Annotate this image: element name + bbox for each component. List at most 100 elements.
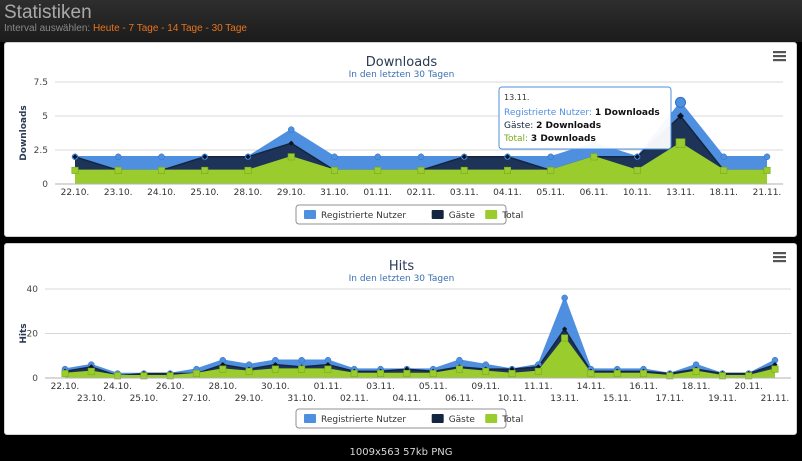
series-registered-legend-item[interactable]: Registrierte Nutzer bbox=[304, 414, 406, 425]
tooltip-row: Total: 3 Downloads bbox=[503, 134, 596, 144]
chart-menu-icon[interactable] bbox=[773, 252, 786, 263]
data-point-registered bbox=[675, 96, 686, 108]
data-point-total bbox=[271, 365, 279, 373]
data-point-guests bbox=[202, 154, 208, 160]
legend-swatch bbox=[485, 210, 498, 219]
menu-bar bbox=[773, 256, 786, 259]
interval-option-heute[interactable]: Heute bbox=[92, 23, 120, 34]
legend-box bbox=[295, 204, 507, 225]
chart-title: Hits bbox=[389, 259, 414, 274]
data-point-guests bbox=[288, 140, 294, 146]
chart-subtitle: In den letzten 30 Tagen bbox=[349, 274, 455, 284]
data-point-total bbox=[87, 367, 95, 375]
menu-bar bbox=[773, 59, 786, 62]
y-tick-label: 2.5 bbox=[34, 146, 48, 156]
data-point-registered bbox=[763, 153, 771, 161]
legend-label: Total bbox=[501, 211, 523, 221]
series-registered-line bbox=[64, 295, 776, 375]
interval-option-30-tage[interactable]: 30 Tage bbox=[211, 23, 247, 34]
legend-swatch bbox=[431, 414, 444, 423]
tooltip-row-value: 1 Downloads bbox=[595, 108, 660, 118]
x-tick-label: 18.11. bbox=[682, 382, 711, 392]
x-tick-label: 31.10. bbox=[287, 394, 316, 404]
data-point-total bbox=[720, 166, 728, 174]
series-total-legend-item[interactable]: Total bbox=[485, 414, 523, 425]
interval-separator: - bbox=[202, 23, 212, 34]
y-axis-label: Hits bbox=[19, 323, 29, 343]
x-tick-label: 23.10. bbox=[104, 188, 133, 198]
x-tick-label: 13.11. bbox=[666, 188, 695, 198]
data-point-guests bbox=[88, 364, 94, 370]
series-registered-legend-item[interactable]: Registrierte Nutzer bbox=[304, 210, 406, 221]
data-point-total bbox=[201, 166, 209, 174]
y-tick-label: 40 bbox=[27, 285, 39, 295]
series-total-legend-item[interactable]: Total bbox=[485, 210, 523, 221]
data-point-total bbox=[350, 370, 358, 378]
data-point-total bbox=[633, 166, 641, 174]
x-tick-label: 27.10. bbox=[182, 394, 211, 404]
interval-label: Interval auswählen: bbox=[4, 23, 91, 34]
data-point-total bbox=[114, 372, 122, 380]
data-point-registered bbox=[561, 294, 568, 302]
x-tick-label: 09.11. bbox=[471, 382, 500, 392]
menu-bar bbox=[773, 260, 786, 263]
tooltip-row-label: Registrierte Nutzer: bbox=[504, 108, 595, 118]
menu-bar bbox=[773, 51, 786, 54]
y-tick-label: 0 bbox=[42, 180, 48, 190]
x-tick-label: 06.11. bbox=[580, 188, 609, 198]
data-point-total bbox=[287, 153, 295, 161]
chart-tooltip: 13.11. Registrierte Nutzer: 1 Downloads Gä… bbox=[498, 86, 672, 150]
series-guests-legend-item[interactable]: Gäste bbox=[431, 414, 476, 425]
x-tick-label: 10.11. bbox=[623, 188, 652, 198]
data-point-total bbox=[745, 372, 753, 380]
interval-option-14-tage[interactable]: 14 Tage bbox=[167, 23, 203, 34]
x-tick-label: 24.10. bbox=[103, 382, 132, 392]
x-tick-label: 30.10. bbox=[261, 382, 290, 392]
data-point-total bbox=[534, 367, 542, 375]
legend-label: Gäste bbox=[449, 211, 476, 221]
menu-bar bbox=[773, 55, 786, 58]
x-tick-label: 11.11. bbox=[524, 382, 553, 392]
x-tick-label: 02.11. bbox=[407, 188, 436, 198]
data-point-total bbox=[675, 138, 686, 148]
data-point-guests bbox=[504, 154, 511, 160]
y-tick-label: 7.5 bbox=[34, 78, 48, 88]
x-tick-label: 04.11. bbox=[493, 188, 522, 198]
legend-swatch bbox=[304, 210, 316, 219]
x-tick-label: 03.11. bbox=[450, 188, 479, 198]
chart-menu-icon[interactable] bbox=[773, 51, 786, 62]
data-point-total bbox=[561, 334, 569, 342]
y-axis-label: Downloads bbox=[19, 105, 29, 161]
data-point-total bbox=[403, 370, 411, 378]
series-total-area bbox=[65, 337, 775, 378]
data-point-guests bbox=[535, 364, 541, 370]
chart-legend: Registrierte Nutzer Gäste Total bbox=[295, 204, 523, 225]
data-point-total bbox=[508, 370, 516, 378]
x-tick-label: 01.11. bbox=[363, 188, 392, 198]
data-point-registered bbox=[374, 153, 381, 161]
data-point-total bbox=[374, 166, 382, 174]
x-tick-label: 10.11. bbox=[498, 394, 527, 404]
data-point-registered bbox=[547, 153, 554, 161]
series-registered-area bbox=[65, 297, 775, 378]
data-point-registered bbox=[115, 153, 122, 161]
data-point-total bbox=[140, 372, 148, 380]
x-tick-label: 03.11. bbox=[366, 382, 395, 392]
series-guests-legend-item[interactable]: Gäste bbox=[431, 210, 476, 221]
data-point-total bbox=[244, 166, 252, 174]
x-tick-label: 24.10. bbox=[147, 188, 176, 198]
hits-chart-panel: Hits In den letzten 30 Tagen 0 20 40 Hits 22.1… bbox=[4, 243, 797, 435]
data-point-total bbox=[547, 166, 555, 174]
tooltip-row-value: 3 Downloads bbox=[531, 134, 596, 144]
x-tick-label: 25.10. bbox=[130, 394, 159, 404]
chart-title: Downloads bbox=[366, 55, 438, 70]
data-point-total bbox=[666, 372, 674, 380]
data-point-total bbox=[455, 365, 463, 373]
data-point-registered bbox=[158, 153, 165, 161]
data-point-guests bbox=[461, 154, 467, 160]
data-point-registered bbox=[456, 356, 463, 364]
interval-option-7-tage[interactable]: 7 Tage bbox=[128, 23, 159, 34]
data-point-total bbox=[61, 370, 69, 378]
